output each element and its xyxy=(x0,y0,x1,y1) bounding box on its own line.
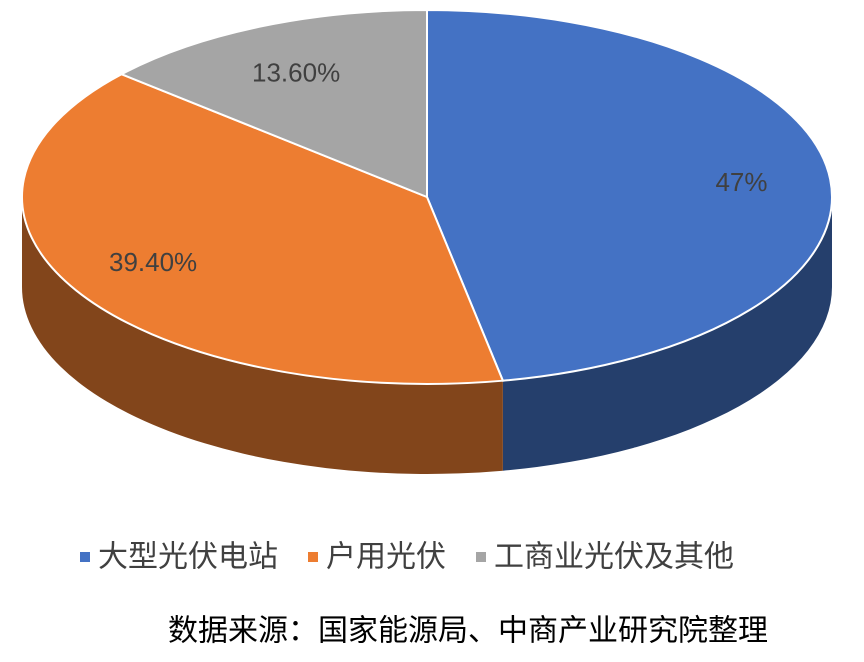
value-label: 39.40% xyxy=(109,247,197,277)
value-label: 13.60% xyxy=(252,57,340,87)
pie-slice xyxy=(21,73,505,385)
pie-sides xyxy=(22,197,832,474)
legend-label: 工商业光伏及其他 xyxy=(494,540,734,575)
pie-tops xyxy=(21,8,833,385)
source-note: 数据来源：国家能源局、中商产业研究院整理 xyxy=(168,614,768,649)
legend-swatch xyxy=(80,552,90,562)
value-labels: 47% 39.40% 13.60% xyxy=(109,57,768,277)
legend-label: 户用光伏 xyxy=(326,540,446,575)
pie-side xyxy=(502,197,832,471)
pie-slice xyxy=(119,8,428,199)
pie-slice xyxy=(426,8,833,382)
legend-swatch xyxy=(476,552,486,562)
legend-label: 大型光伏电站 xyxy=(98,540,278,575)
legend: 大型光伏电站 户用光伏 工商业光伏及其他 xyxy=(80,540,734,575)
legend-swatch xyxy=(308,552,318,562)
value-label: 47% xyxy=(715,167,767,197)
pie-side xyxy=(22,197,503,474)
